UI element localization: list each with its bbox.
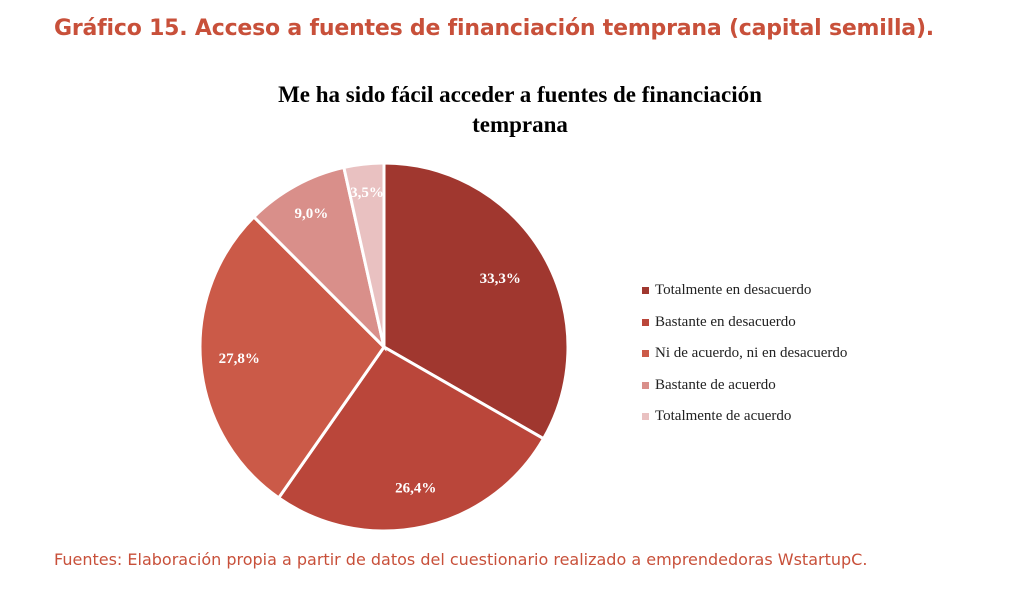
slice-value-label: 26,4% <box>395 480 436 496</box>
legend-swatch-icon <box>642 381 649 389</box>
pie-slice <box>251 165 387 352</box>
legend-item: Bastante en desacuerdo <box>642 307 847 339</box>
legend-label: Totalmente en desacuerdo <box>655 282 812 299</box>
legend-swatch-icon <box>642 287 649 295</box>
slice-value-label: 3,5% <box>350 185 384 201</box>
legend-label: Ni de acuerdo, ni en desacuerdo <box>655 345 848 362</box>
legend-label: Bastante de acuerdo <box>655 376 776 393</box>
slice-value-label: 9,0% <box>294 206 328 222</box>
pie-slice <box>342 161 386 348</box>
slice-value-label: 33,3% <box>480 271 521 287</box>
figure-caption: Gráfico 15. Acceso a fuentes de financia… <box>54 16 934 41</box>
legend-item: Totalmente en desacuerdo <box>642 275 847 307</box>
pie-slice <box>382 161 570 441</box>
legend-swatch-icon <box>642 350 649 358</box>
legend-item: Bastante de acuerdo <box>642 370 847 402</box>
legend-swatch-icon <box>642 413 649 421</box>
chart-title-line-1: Me ha sido fácil acceder a fuentes de fi… <box>278 82 762 107</box>
pie-slice <box>276 345 546 533</box>
chart-title: Me ha sido fácil acceder a fuentes de fi… <box>200 80 840 140</box>
legend-item: Totalmente de acuerdo <box>642 401 847 433</box>
legend-item: Ni de acuerdo, ni en desacuerdo <box>642 338 847 370</box>
figure-source: Fuentes: Elaboración propia a partir de … <box>54 550 868 569</box>
chart-title-line-2: temprana <box>472 112 568 137</box>
legend-swatch-icon <box>642 318 649 326</box>
slice-value-label: 27,8% <box>219 351 260 367</box>
chart-legend: Totalmente en desacuerdo Bastante en des… <box>642 275 847 433</box>
legend-label: Bastante en desacuerdo <box>655 313 796 330</box>
legend-label: Totalmente de acuerdo <box>655 408 792 425</box>
pie-slice <box>198 214 386 500</box>
